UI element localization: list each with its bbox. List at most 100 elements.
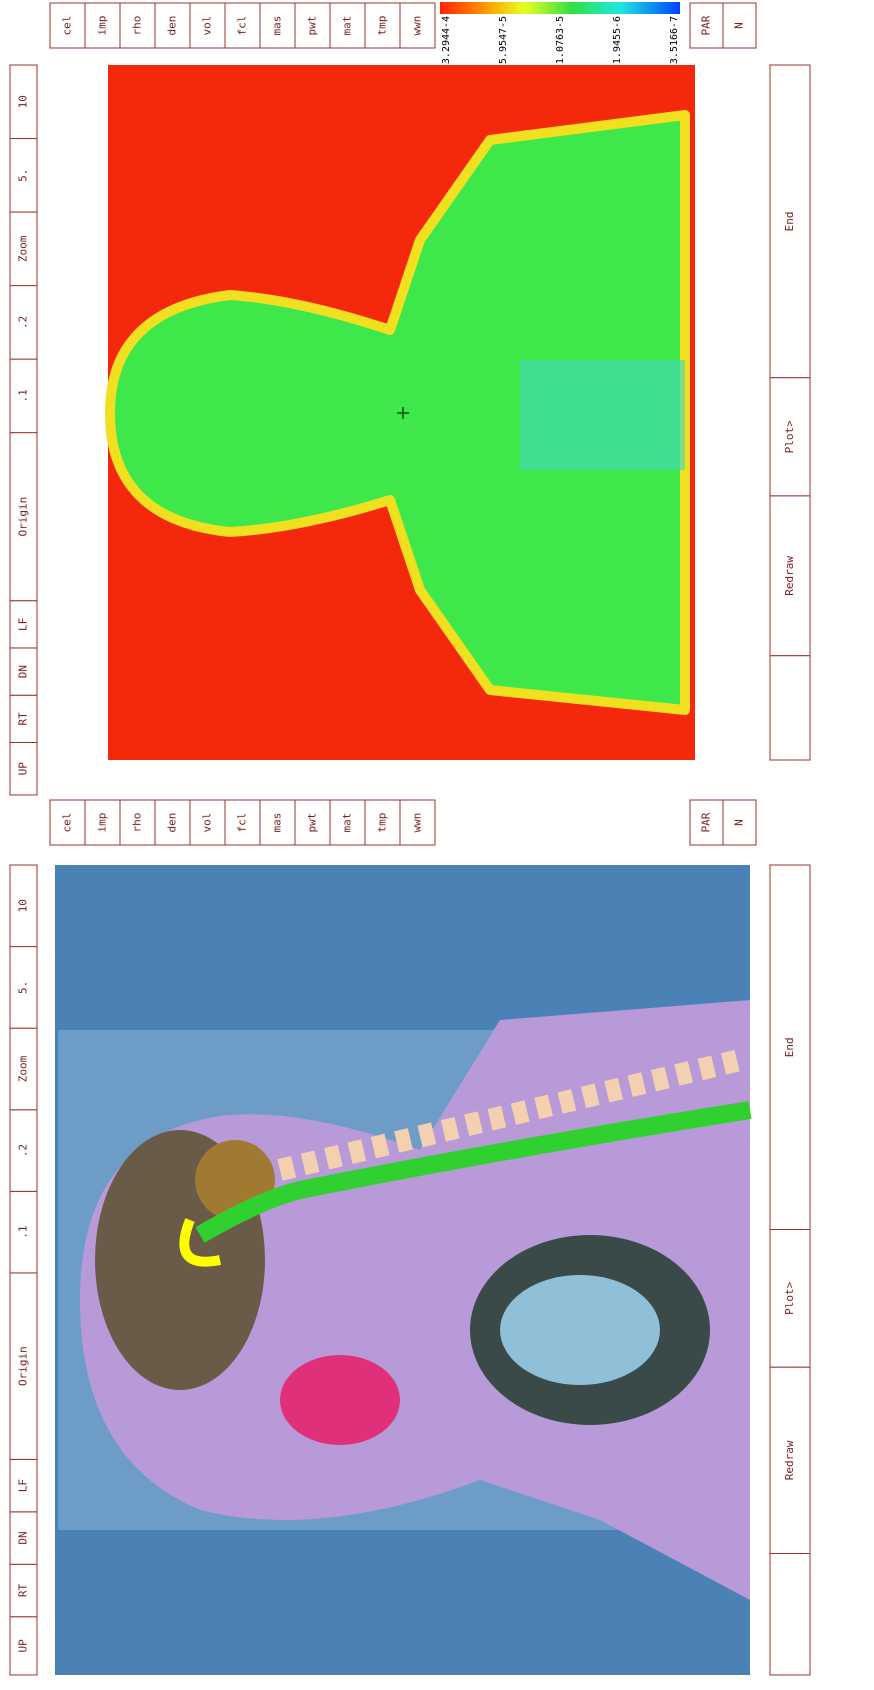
nav-button[interactable] — [9, 211, 38, 287]
param-button[interactable] — [399, 799, 436, 846]
par-button-label: N — [733, 22, 746, 29]
nav-button-label: .1 — [17, 389, 30, 402]
nav-button-label: RT — [17, 1584, 30, 1598]
param-button[interactable] — [119, 2, 156, 49]
nav-button[interactable] — [9, 647, 38, 696]
action-button-label: Plot> — [783, 420, 796, 453]
dose-map — [105, 65, 695, 760]
param-button[interactable] — [364, 799, 401, 846]
nav-button[interactable] — [9, 285, 38, 360]
action-button[interactable] — [769, 1366, 811, 1554]
param-button[interactable] — [189, 2, 226, 49]
blank-button — [769, 1553, 811, 1676]
param-button-label: imp — [96, 813, 109, 833]
param-button-label: pwt — [306, 16, 319, 36]
param-button-label: imp — [96, 16, 109, 36]
param-button-label: tmp — [376, 813, 389, 833]
nav-button-label: DN — [17, 665, 30, 678]
action-button[interactable] — [769, 864, 811, 1230]
param-button[interactable] — [294, 799, 331, 846]
nav-button-label: 5. — [17, 981, 30, 994]
par-button-label: PAR — [700, 15, 713, 35]
nav-button[interactable] — [9, 864, 38, 948]
action-button[interactable] — [769, 1229, 811, 1368]
param-button[interactable] — [49, 799, 86, 846]
nav-button[interactable] — [9, 64, 38, 140]
param-button-label: fcl — [236, 16, 249, 36]
nav-button[interactable] — [9, 1511, 38, 1565]
param-button[interactable] — [84, 2, 121, 49]
nav-button-label: UP — [17, 1639, 30, 1653]
nav-button[interactable] — [9, 432, 38, 602]
param-button-label: rho — [131, 813, 144, 833]
action-button[interactable] — [769, 495, 811, 657]
param-button-label: vol — [201, 813, 214, 833]
param-button-label: tmp — [376, 16, 389, 36]
par-button[interactable] — [689, 799, 724, 846]
action-button[interactable] — [769, 64, 811, 379]
par-button-label: PAR — [700, 812, 713, 832]
param-button-label: wwn — [411, 16, 424, 36]
nav-button-label: Zoom — [17, 1055, 30, 1082]
nav-button-label: Origin — [17, 497, 30, 537]
anatomy-map — [55, 865, 752, 1675]
action-button-label: Redraw — [783, 556, 796, 596]
par-button-label: N — [733, 819, 746, 826]
action-button-label: End — [783, 211, 796, 231]
nav-button[interactable] — [9, 694, 38, 743]
nav-button-label: .1 — [17, 1225, 30, 1238]
nav-button-label: Zoom — [17, 235, 30, 262]
param-button[interactable] — [399, 2, 436, 49]
param-button-label: cel — [61, 16, 74, 36]
param-button-label: mas — [271, 813, 284, 833]
nav-button-label: .2 — [17, 316, 30, 329]
nav-button[interactable] — [9, 1563, 38, 1618]
param-button-label: fcl — [236, 813, 249, 833]
colorbar-label: 1.0763-5 — [555, 16, 566, 64]
nav-button-label: RT — [17, 712, 30, 726]
param-button-label: cel — [61, 813, 74, 833]
colorbar-label: 3.5166-7 — [669, 16, 680, 64]
param-button[interactable] — [259, 2, 296, 49]
param-button[interactable] — [294, 2, 331, 49]
colorbar-label: 1.9455-6 — [612, 16, 623, 64]
nav-button-label: 10 — [17, 899, 30, 912]
param-button-label: mas — [271, 16, 284, 36]
param-button-label: vol — [201, 16, 214, 36]
param-button-label: den — [166, 16, 179, 36]
param-button-label: pwt — [306, 813, 319, 833]
nav-button[interactable] — [9, 138, 38, 213]
param-button[interactable] — [154, 2, 191, 49]
nav-button[interactable] — [9, 1190, 38, 1274]
colorbar-label: 3.2944-4 — [441, 16, 452, 64]
colorbar-label: 5.9547-5 — [498, 16, 509, 64]
param-button-label: rho — [131, 16, 144, 36]
nav-button-label: Origin — [17, 1346, 30, 1386]
param-button-label: mat — [341, 813, 354, 833]
param-button[interactable] — [224, 2, 261, 49]
nav-button-label: UP — [17, 762, 30, 776]
action-button-label: Redraw — [783, 1440, 796, 1480]
nav-button-label: 10 — [17, 95, 30, 108]
nav-button-label: LF — [17, 618, 30, 631]
nav-button[interactable] — [9, 1616, 38, 1676]
param-button-label: wwn — [411, 813, 424, 833]
nav-button[interactable] — [9, 600, 38, 649]
action-button-label: End — [783, 1037, 796, 1057]
nav-button[interactable] — [9, 358, 38, 434]
nav-button-label: .2 — [17, 1144, 30, 1157]
nav-button-label: DN — [17, 1531, 30, 1544]
nav-button-label: 5. — [17, 169, 30, 182]
action-button[interactable] — [769, 377, 811, 497]
param-button[interactable] — [364, 2, 401, 49]
par-button[interactable] — [722, 799, 757, 846]
param-button-label: den — [166, 813, 179, 833]
param-button[interactable] — [329, 799, 366, 846]
blank-button — [769, 655, 811, 761]
param-button[interactable] — [49, 2, 86, 49]
nav-button[interactable] — [9, 741, 38, 796]
param-button-label: mat — [341, 16, 354, 36]
par-button[interactable] — [722, 2, 757, 49]
action-button-label: Plot> — [783, 1281, 796, 1314]
